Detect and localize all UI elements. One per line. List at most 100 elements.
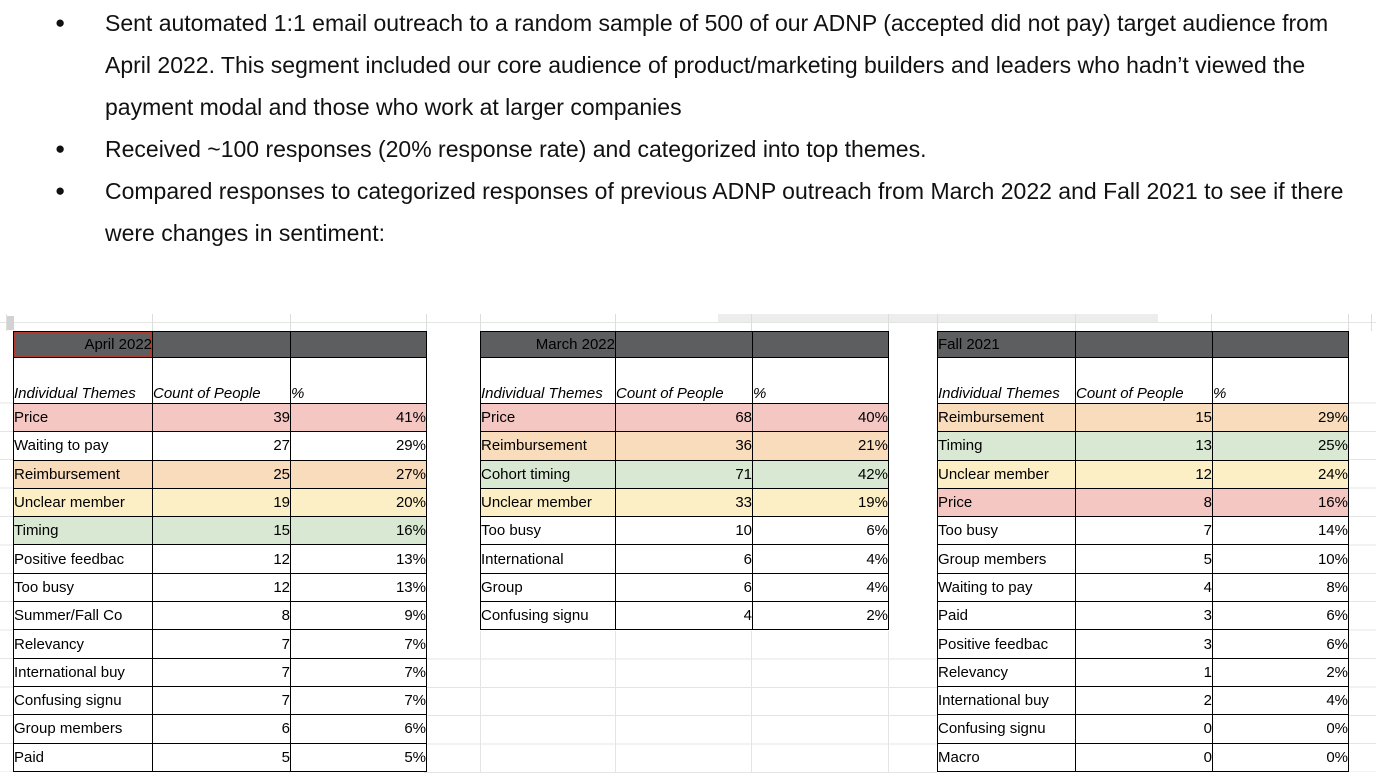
count-cell: 1	[1075, 657, 1213, 687]
column-header: %	[1212, 357, 1349, 404]
table-row: Confusing signu 0 0%	[937, 714, 1349, 744]
count-cell: 3	[1075, 629, 1213, 659]
count-cell: 5	[1075, 544, 1213, 574]
theme-cell: Paid	[13, 742, 153, 772]
percent-cell: 40%	[752, 402, 889, 433]
count-cell: 7	[152, 657, 291, 687]
count-cell: 27	[152, 431, 291, 461]
column-header: Individual Themes	[480, 357, 616, 404]
theme-cell: Positive feedbac	[13, 544, 153, 574]
column-header: Count of People	[615, 357, 753, 404]
percent-cell: 5%	[290, 742, 427, 772]
theme-cell: Group members	[13, 714, 153, 744]
sheet-corner-stub	[6, 316, 14, 330]
column-header: Individual Themes	[13, 357, 153, 404]
gridline-tick	[6, 314, 7, 331]
percent-cell: 25%	[1212, 431, 1349, 461]
percent-cell: 24%	[1212, 459, 1349, 489]
percent-cell: 7%	[290, 629, 427, 659]
gridlines-right-margin	[1349, 375, 1376, 772]
theme-cell: Reimbursement	[937, 402, 1076, 433]
theme-cell: Reimbursement	[13, 459, 153, 489]
theme-cell: International	[480, 544, 616, 574]
gridline-tick	[751, 314, 752, 331]
count-cell: 4	[1075, 572, 1213, 603]
theme-cell: Waiting to pay	[937, 572, 1076, 603]
theme-cell: Waiting to pay	[13, 431, 153, 461]
column-header: Count of People	[1075, 357, 1213, 404]
table-title-band	[1212, 331, 1349, 358]
count-cell: 36	[615, 431, 753, 461]
sheet-table-fall-2021: Fall 2021 Individual Themes Count of Peopl…	[937, 331, 1349, 772]
table-row: Group members 6 6%	[13, 714, 427, 744]
percent-cell: 19%	[752, 487, 889, 518]
count-cell: 6	[615, 544, 753, 574]
percent-cell: 6%	[1212, 629, 1349, 659]
count-cell: 15	[1075, 402, 1213, 433]
count-cell: 4	[615, 601, 753, 631]
percent-cell: 13%	[290, 544, 427, 574]
table-row: Waiting to pay 27 29%	[13, 431, 427, 461]
count-cell: 6	[152, 714, 291, 744]
count-cell: 3	[1075, 601, 1213, 631]
table-row: Positive feedbac 3 6%	[937, 629, 1349, 659]
bullet-list: Sent automated 1:1 email outreach to a r…	[55, 2, 1357, 254]
gridline-tick	[152, 314, 153, 331]
gridline-horizontal	[0, 322, 1376, 323]
theme-cell: Timing	[937, 431, 1076, 461]
count-cell: 8	[1075, 487, 1213, 518]
percent-cell: 14%	[1212, 516, 1349, 546]
percent-cell: 27%	[290, 459, 427, 489]
sheet-table-march-2022: March 2022 Individual Themes Count of Peop…	[480, 331, 889, 631]
gridline-tick	[888, 314, 889, 331]
table-row: Price 8 16%	[937, 487, 1349, 518]
table-title-band	[1075, 331, 1213, 358]
theme-cell: Positive feedbac	[937, 629, 1076, 659]
count-cell: 33	[615, 487, 753, 518]
percent-cell: 20%	[290, 487, 427, 518]
count-cell: 5	[152, 742, 291, 772]
count-cell: 7	[152, 629, 291, 659]
theme-cell: Unclear member	[13, 487, 153, 518]
table-row: International buy 2 4%	[937, 685, 1349, 716]
percent-cell: 9%	[290, 601, 427, 631]
count-cell: 13	[1075, 431, 1213, 461]
table-row: International 6 4%	[480, 544, 889, 574]
percent-cell: 7%	[290, 657, 427, 687]
theme-cell: Relevancy	[937, 657, 1076, 687]
percent-cell: 4%	[752, 572, 889, 603]
theme-cell: Summer/Fall Co	[13, 601, 153, 631]
table-title-band	[152, 331, 291, 358]
bullet-item-responses: Received ~100 responses (20% response ra…	[55, 128, 1357, 170]
table-title-band	[615, 331, 753, 358]
count-cell: 39	[152, 402, 291, 433]
count-cell: 12	[152, 572, 291, 603]
percent-cell: 7%	[290, 685, 427, 716]
count-cell: 0	[1075, 714, 1213, 744]
theme-cell: Unclear member	[937, 459, 1076, 489]
count-cell: 2	[1075, 685, 1213, 716]
table-row: Confusing signu 4 2%	[480, 601, 889, 631]
percent-cell: 6%	[1212, 601, 1349, 631]
theme-cell: Relevancy	[13, 629, 153, 659]
gridline-tick	[1211, 314, 1212, 331]
percent-cell: 0%	[1212, 714, 1349, 744]
theme-cell: Group members	[937, 544, 1076, 574]
table-title-band	[752, 331, 889, 358]
table-row: Relevancy 1 2%	[937, 657, 1349, 687]
percent-cell: 42%	[752, 459, 889, 489]
percent-cell: 16%	[290, 516, 427, 546]
table-row: Positive feedbac 12 13%	[13, 544, 427, 574]
table-row: Too busy 7 14%	[937, 516, 1349, 546]
count-cell: 6	[615, 572, 753, 603]
gridline-tick	[1075, 314, 1076, 331]
percent-cell: 13%	[290, 572, 427, 603]
gridline-tick	[290, 314, 291, 331]
percent-cell: 0%	[1212, 742, 1349, 772]
table-row: Cohort timing 71 42%	[480, 459, 889, 489]
count-cell: 10	[615, 516, 753, 546]
sheet-table-april-2022: April 2022 Individual Themes Count of Peop…	[13, 331, 427, 772]
table-row: Summer/Fall Co 8 9%	[13, 601, 427, 631]
theme-cell: Group	[480, 572, 616, 603]
sheet-row-sliver	[718, 314, 1158, 322]
